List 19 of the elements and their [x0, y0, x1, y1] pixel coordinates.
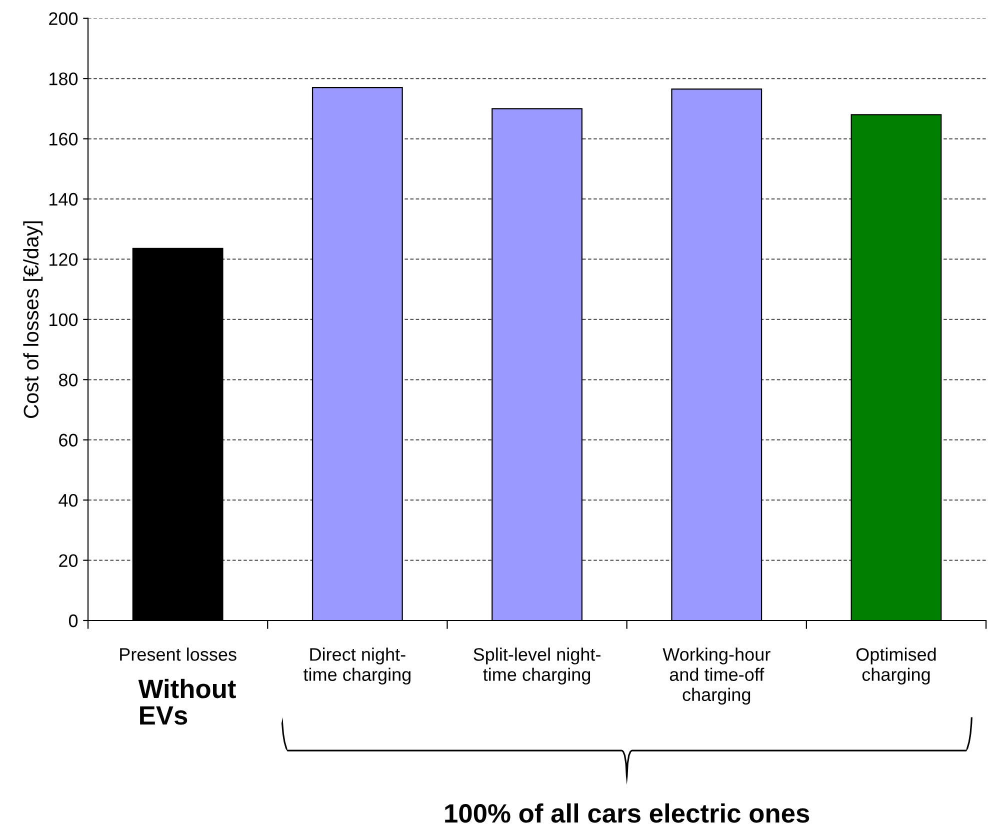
text: Without EVs	[138, 678, 236, 725]
x-tick-label: Split-level night- time charging	[474, 648, 600, 685]
x-tick-label: Present losses	[120, 648, 236, 661]
y-tick-label: 40	[58, 494, 78, 507]
y-tick-label: 0	[68, 614, 78, 628]
y-tick-label: 100	[50, 313, 78, 326]
y-tick-label: 120	[50, 253, 78, 266]
y-tick-label: 140	[50, 192, 78, 206]
x-tick-label: Working-hour and time-off charging	[662, 648, 770, 705]
y-tick-label: 20	[59, 554, 78, 567]
y-tick-label: 80	[59, 374, 78, 386]
y-tick-label: 200	[49, 12, 78, 26]
x-tick-label: Direct night- time charging	[304, 648, 410, 685]
x-tick-label: Optimised charging	[856, 648, 936, 685]
y-tick-label: 60	[59, 434, 78, 447]
text: 100% of all cars electric ones	[445, 803, 810, 823]
y-axis-title: Cost of losses [€/day]	[23, 221, 43, 418]
y-tick-label: 160	[50, 132, 78, 146]
y-tick-label: 180	[50, 72, 78, 86]
